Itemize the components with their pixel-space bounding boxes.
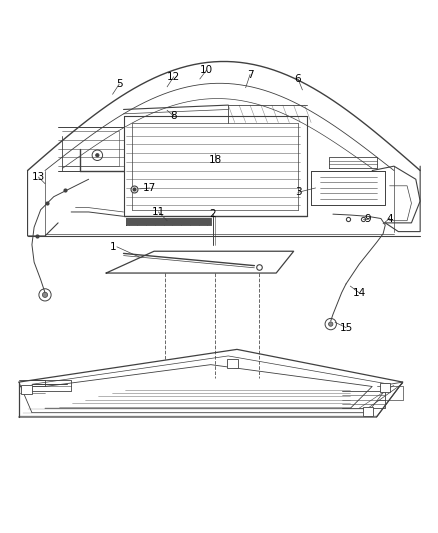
Circle shape <box>95 154 99 157</box>
Text: 15: 15 <box>339 322 352 333</box>
Bar <box>21 385 32 394</box>
Text: 1: 1 <box>109 242 116 252</box>
Text: 9: 9 <box>364 214 370 223</box>
Bar <box>379 383 390 392</box>
Bar <box>227 359 237 368</box>
Bar <box>125 217 210 225</box>
Text: 12: 12 <box>167 72 180 82</box>
Bar <box>362 407 372 416</box>
Text: 6: 6 <box>294 74 300 84</box>
Text: 14: 14 <box>352 288 365 297</box>
Circle shape <box>42 292 47 297</box>
Text: 4: 4 <box>385 214 392 223</box>
Text: 10: 10 <box>199 65 212 75</box>
Text: 13: 13 <box>32 172 45 182</box>
Text: 8: 8 <box>170 111 177 121</box>
Text: 17: 17 <box>143 183 156 193</box>
Text: 3: 3 <box>294 187 300 197</box>
Text: 11: 11 <box>152 207 165 217</box>
Text: 2: 2 <box>209 209 216 219</box>
Circle shape <box>328 322 332 326</box>
Text: 18: 18 <box>208 155 221 165</box>
Text: 5: 5 <box>116 79 122 89</box>
Text: 7: 7 <box>246 70 253 79</box>
